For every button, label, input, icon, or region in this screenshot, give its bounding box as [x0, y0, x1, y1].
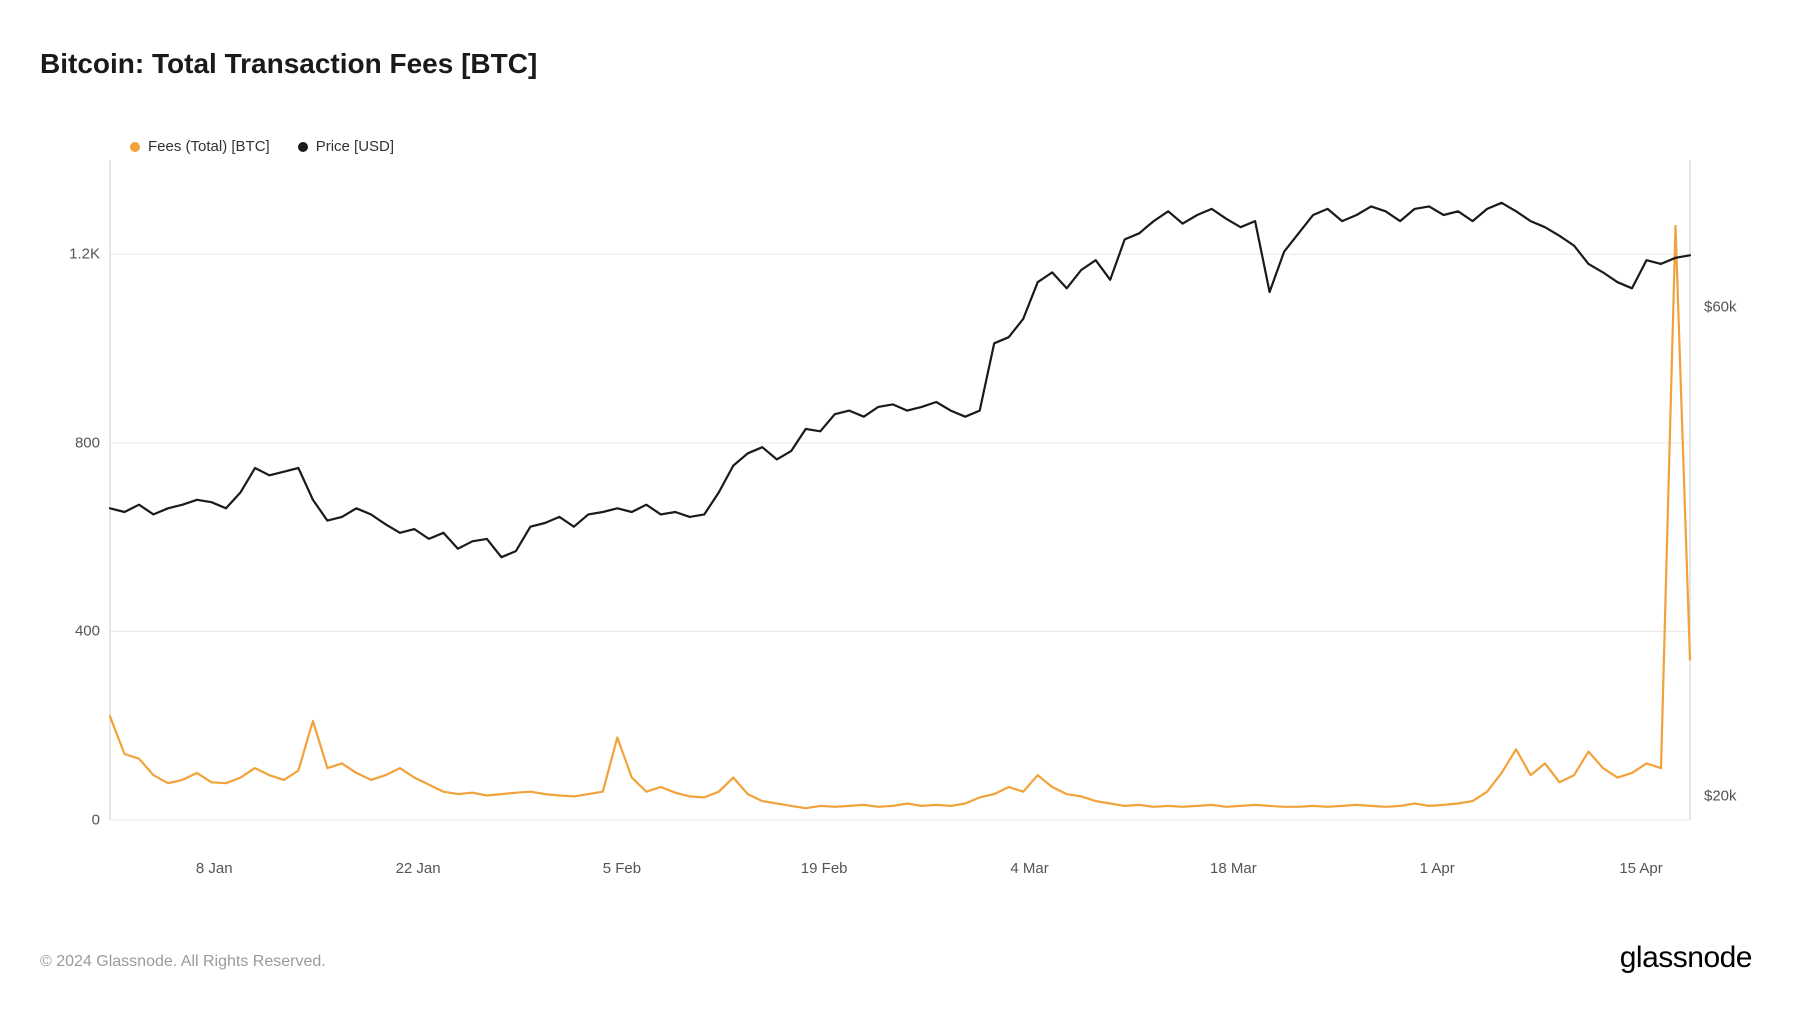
x-tick-label: 15 Apr	[1619, 860, 1662, 877]
y-left-tick-label: 1.2K	[69, 246, 100, 263]
legend-price-dot	[298, 142, 308, 152]
x-tick-label: 5 Feb	[603, 860, 641, 877]
copyright-text: © 2024 Glassnode. All Rights Reserved.	[40, 953, 326, 971]
x-tick-label: 19 Feb	[801, 860, 848, 877]
y-left-tick-label: 800	[75, 434, 100, 451]
y-right-tick-label: $60k	[1704, 298, 1737, 315]
y-left-tick-label: 0	[92, 812, 100, 829]
brand-logo: glassnode	[1620, 941, 1752, 975]
legend-price: Price [USD]	[298, 138, 394, 155]
chart-plot-area: 04008001.2K$20k$60k8 Jan22 Jan5 Feb19 Fe…	[110, 160, 1690, 850]
legend-fees: Fees (Total) [BTC]	[130, 138, 270, 155]
legend-price-label: Price [USD]	[316, 138, 394, 155]
legend-fees-dot	[130, 142, 140, 152]
x-tick-label: 1 Apr	[1420, 860, 1455, 877]
chart-title: Bitcoin: Total Transaction Fees [BTC]	[40, 48, 537, 80]
y-right-tick-label: $20k	[1704, 787, 1737, 804]
x-tick-label: 4 Mar	[1010, 860, 1048, 877]
chart-legend: Fees (Total) [BTC] Price [USD]	[130, 138, 394, 155]
x-tick-label: 18 Mar	[1210, 860, 1257, 877]
x-tick-label: 22 Jan	[396, 860, 441, 877]
legend-fees-label: Fees (Total) [BTC]	[148, 138, 270, 155]
x-tick-label: 8 Jan	[196, 860, 233, 877]
chart-svg	[110, 160, 1690, 850]
y-left-tick-label: 400	[75, 623, 100, 640]
